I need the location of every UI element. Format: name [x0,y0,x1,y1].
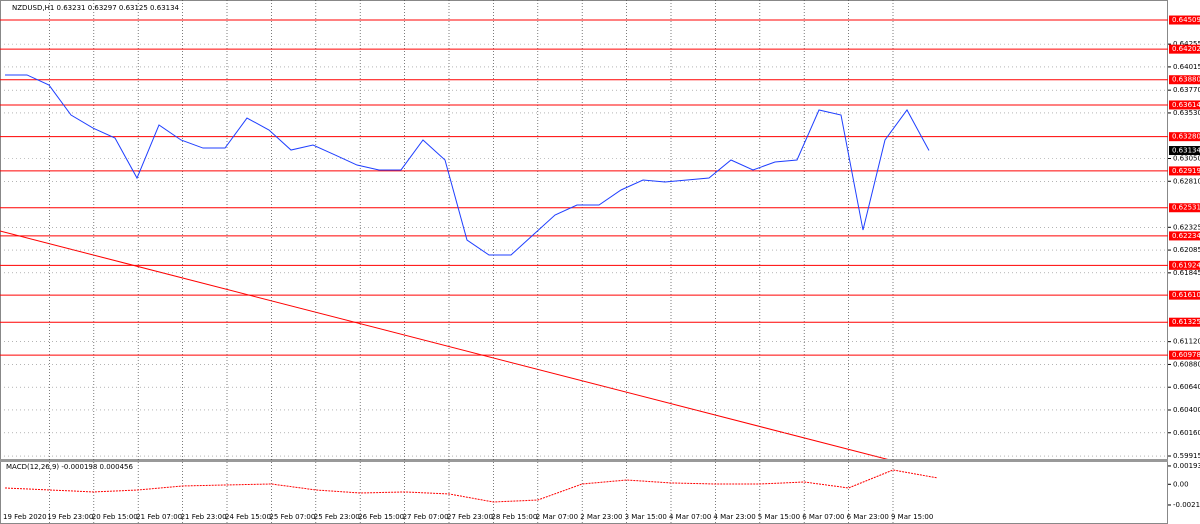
macd-tick-label: 0.00 [1173,480,1189,488]
macd-tick-label: 0.001933 [1173,462,1200,470]
y-tick-label: 0.60160 [1173,429,1200,437]
panel-separator [0,459,1168,462]
y-tick-label: 0.61120 [1173,338,1200,346]
time-label: 27 Feb 07:00 [403,513,449,521]
macd-signal-line [4,469,938,503]
macd-tick-label: -0.002184 [1173,501,1200,509]
y-tick-label: 0.60400 [1173,406,1200,414]
level-box [1169,317,1200,327]
level-label: 0.61610 [1172,291,1200,299]
plot-frame [0,0,1168,524]
time-label: 21 Feb 07:00 [136,513,182,521]
level-box [1169,231,1200,241]
level-box [1169,203,1200,213]
level-label: 0.63280 [1172,133,1200,141]
time-label: 27 Feb 23:00 [447,513,493,521]
level-box [1169,100,1200,110]
chart-title: NZDUSD,H1 0.63231 0.63297 0.63125 0.6313… [12,4,180,12]
level-box [1169,290,1200,300]
time-label: 4 Mar 07:00 [669,513,711,521]
time-label: 21 Feb 23:00 [181,513,227,521]
level-box [1169,350,1200,360]
y-tick-label: 0.60880 [1173,360,1200,368]
time-label: 25 Feb 23:00 [314,513,360,521]
level-label: 0.64509 [1172,16,1200,24]
current-price-label: 0.63134 [1172,147,1200,155]
time-label: 2 Mar 07:00 [536,513,578,521]
y-tick-label: 0.60640 [1173,383,1200,391]
time-label: 26 Feb 15:00 [358,513,404,521]
time-label: 2 Mar 23:00 [580,513,622,521]
time-label: 19 Feb 2020 [3,513,47,521]
time-label: 20 Feb 15:00 [92,513,138,521]
y-tick-label: 0.59915 [1173,452,1200,460]
time-label: 6 Mar 23:00 [847,513,889,521]
current-price-box [1169,146,1200,156]
level-label: 0.62531 [1172,204,1200,212]
time-label: 19 Feb 23:00 [47,513,93,521]
level-box [1169,132,1200,142]
level-label: 0.61924 [1172,261,1200,269]
macd-title: MACD(12,26,9) -0.000198 0.000456 [6,463,133,471]
level-label: 0.60978 [1172,351,1200,359]
y-tick-label: 0.62810 [1173,177,1200,185]
level-label: 0.61325 [1172,318,1200,326]
y-tick-label: 0.62085 [1173,246,1200,254]
y-tick-label: 0.62325 [1173,223,1200,231]
y-tick-label: 0.63770 [1173,86,1200,94]
level-box [1169,260,1200,270]
time-label: 4 Mar 23:00 [713,513,755,521]
time-label: 5 Mar 15:00 [758,513,800,521]
time-label: 6 Mar 07:00 [802,513,844,521]
level-label: 0.64202 [1172,45,1200,53]
level-label: 0.62919 [1172,167,1200,175]
level-label: 0.62234 [1172,232,1200,240]
time-label: 24 Feb 15:00 [225,513,271,521]
y-tick-label: 0.63050 [1173,154,1200,162]
level-box [1169,75,1200,85]
trend-line [0,230,891,461]
level-label: 0.63880 [1172,76,1200,84]
y-tick-label: 0.63530 [1173,109,1200,117]
level-box [1169,166,1200,176]
time-label: 28 Feb 15:00 [491,513,537,521]
level-box [1169,44,1200,54]
time-label: 25 Feb 07:00 [269,513,315,521]
level-label: 0.63614 [1172,101,1200,109]
y-tick-label: 0.61845 [1173,269,1200,277]
time-label: 9 Mar 15:00 [891,513,933,521]
y-tick-label: 0.64255 [1173,40,1200,48]
time-label: 3 Mar 15:00 [625,513,667,521]
price-line [5,74,930,256]
level-box [1169,15,1200,25]
y-tick-label: 0.64015 [1173,63,1200,71]
